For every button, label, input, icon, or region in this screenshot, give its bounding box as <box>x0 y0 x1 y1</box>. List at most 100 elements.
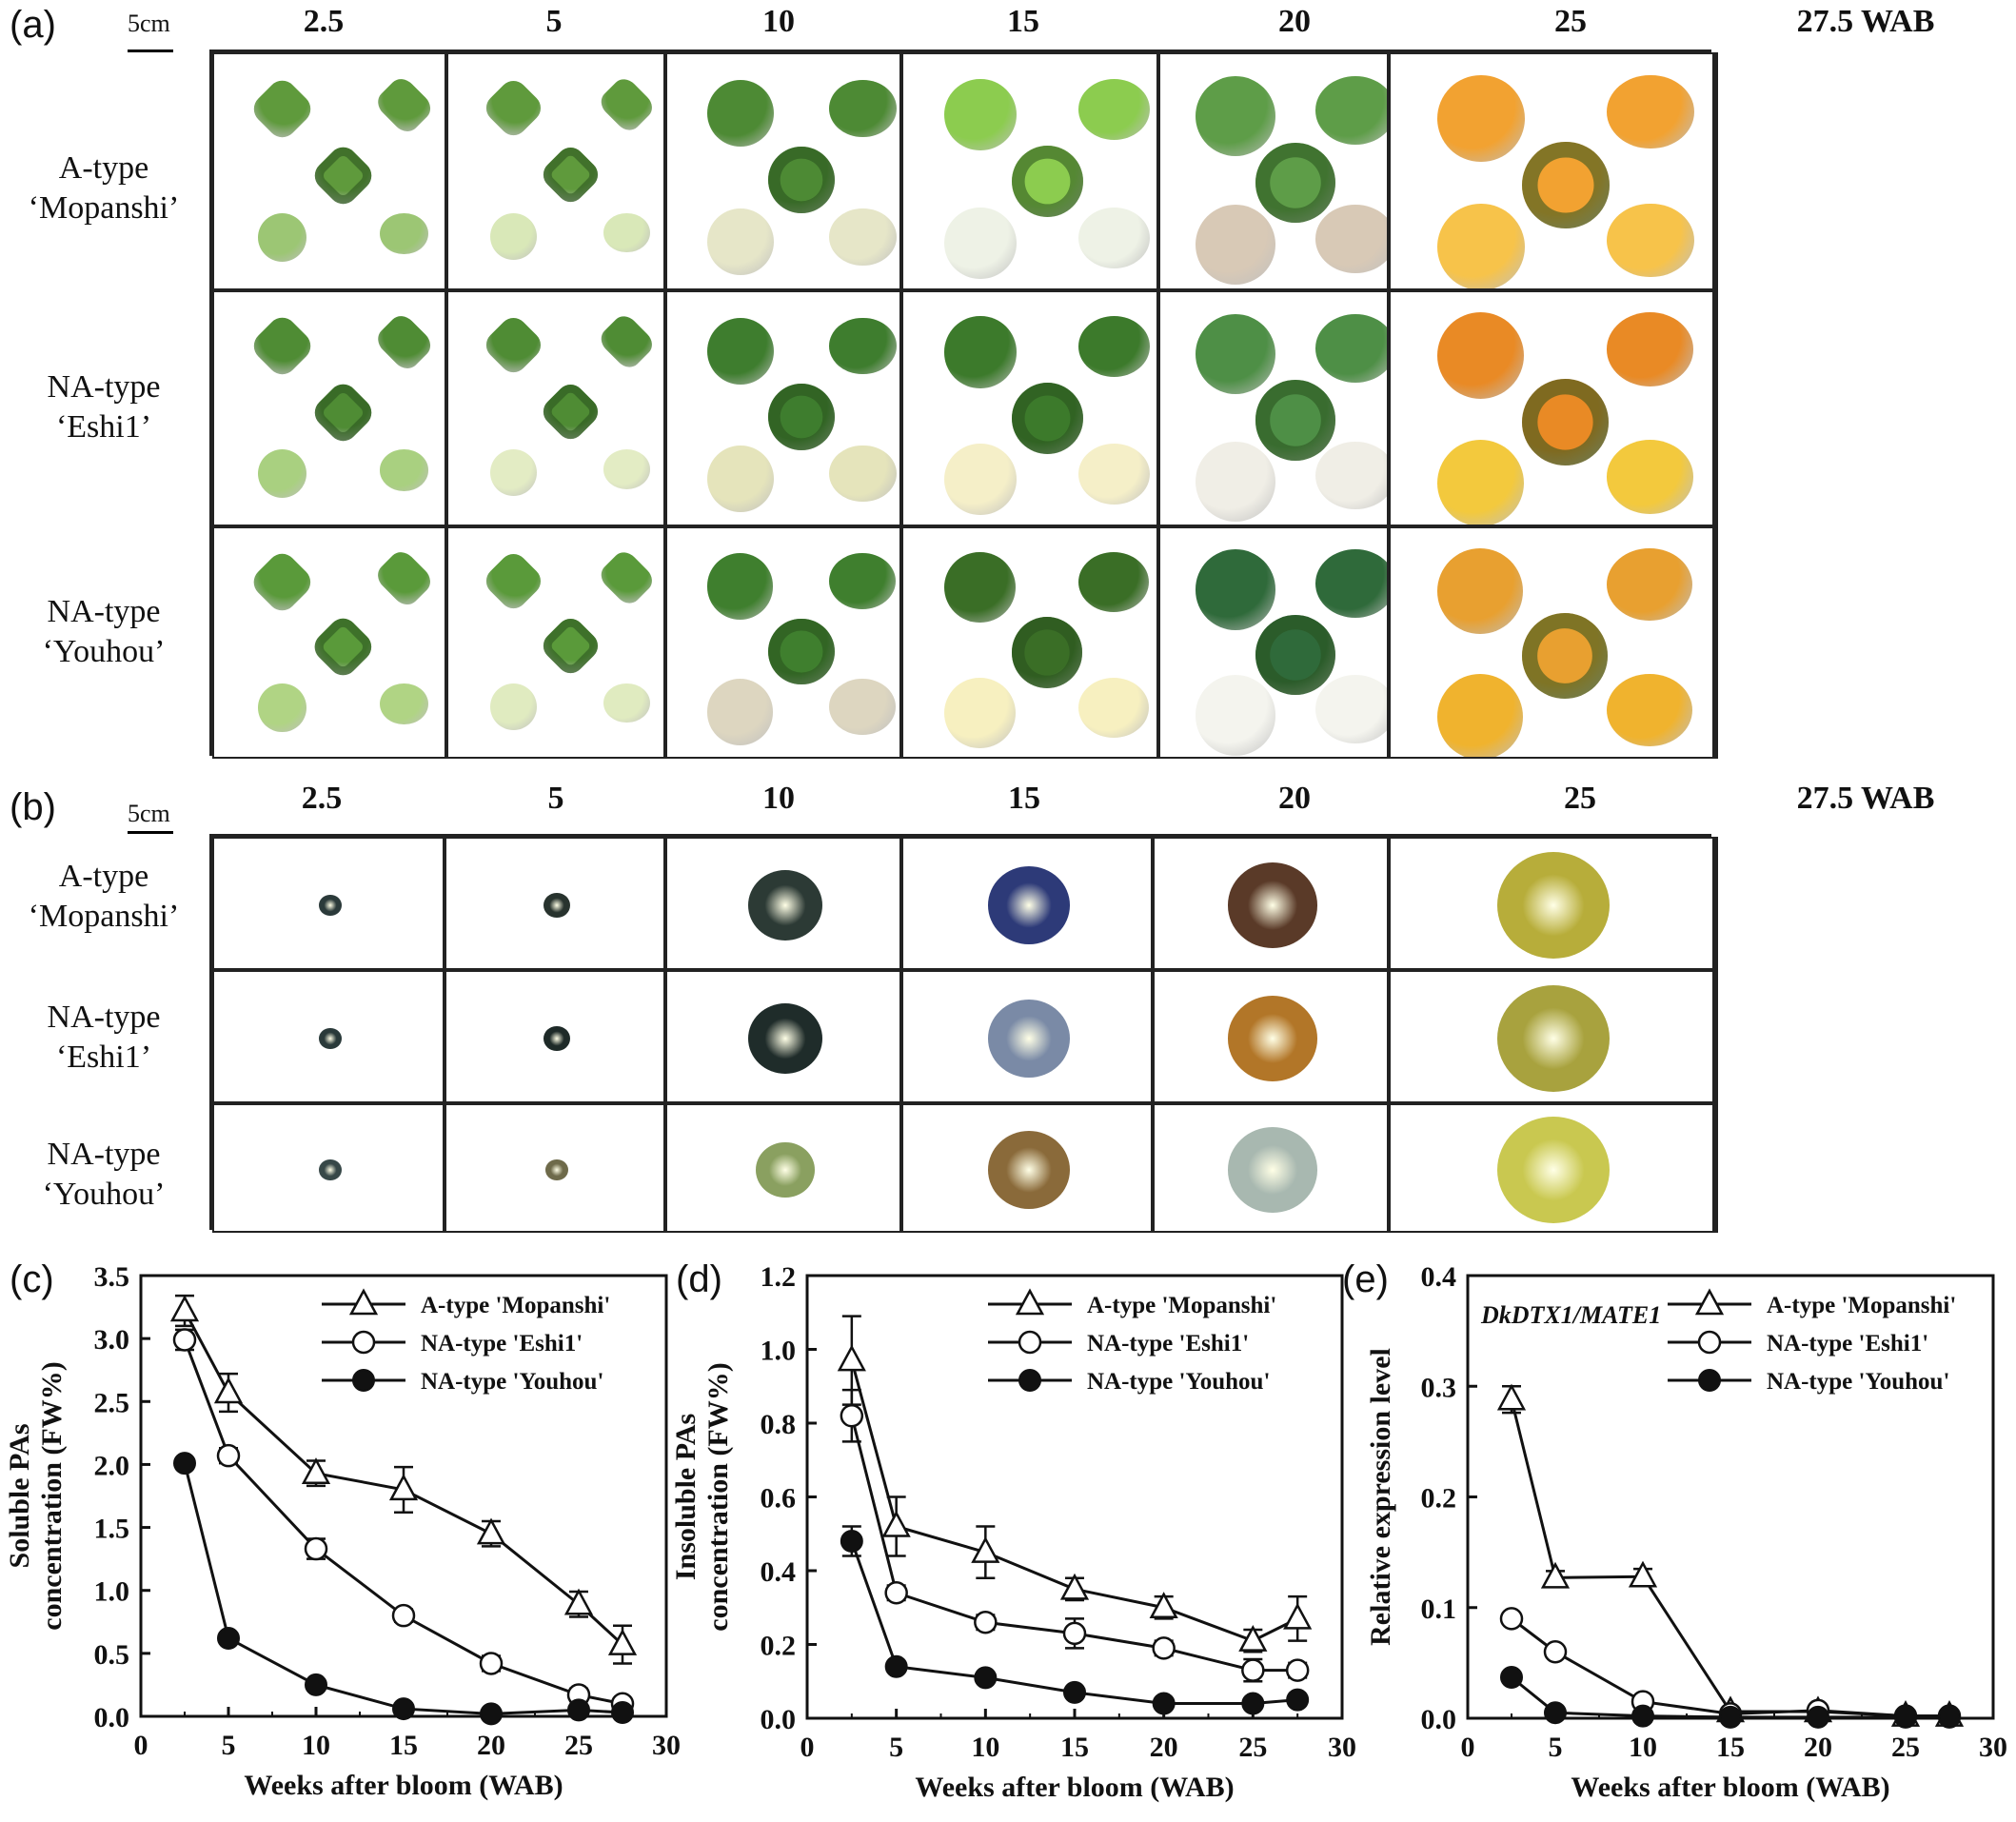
fruit-photo <box>1607 440 1694 514</box>
legend-entry: NA-type 'Eshi1' <box>1767 1331 1928 1357</box>
data-point <box>480 1702 503 1726</box>
row-label-type: NA-type <box>47 1000 161 1035</box>
fruit-photo <box>1195 204 1276 286</box>
row-label-cultivar: ‘Mopanshi’ <box>28 899 180 934</box>
data-point <box>1543 1640 1568 1664</box>
photo-cell <box>901 52 1158 290</box>
fruit-photo <box>829 445 897 503</box>
section-cell <box>212 837 445 970</box>
fruit-section <box>544 1025 570 1052</box>
fruit-photo <box>944 316 1017 388</box>
data-point <box>884 1581 908 1605</box>
fruit-photo <box>1522 141 1610 229</box>
fruit-photo <box>258 683 306 732</box>
fruit-photo <box>1607 203 1694 278</box>
fruit-photo <box>1011 145 1084 218</box>
photo-cell <box>665 52 901 290</box>
fruit-section <box>319 894 342 917</box>
fruit-photo <box>829 79 897 137</box>
section-cell <box>665 1103 901 1233</box>
week-label: 10 <box>762 4 795 39</box>
x-tick-label: 30 <box>1979 1732 2007 1763</box>
fruit-photo <box>1255 142 1336 224</box>
row-label: NA-type ‘Youhou’ <box>4 1135 204 1215</box>
y-tick-label: 0.6 <box>761 1483 797 1515</box>
scale-label-a: 5cm <box>128 10 170 37</box>
fruit-photo <box>489 449 537 497</box>
legend-marker <box>1698 1369 1721 1392</box>
section-cell <box>901 1103 1153 1233</box>
data-point <box>172 1328 197 1352</box>
fruit-photo <box>1314 675 1387 743</box>
week-label: 27.5 WAB <box>1796 4 1935 39</box>
x-axis-label: Weeks after bloom (WAB) <box>244 1770 563 1801</box>
y-tick-label: 0.0 <box>1421 1704 1457 1735</box>
fruit-photo <box>1255 614 1336 696</box>
data-point <box>1149 1592 1178 1618</box>
fruit-photo <box>1195 549 1276 630</box>
photo-grid-a <box>209 50 1718 759</box>
y-axis-label: concentration (FW%) <box>702 1362 734 1631</box>
data-point <box>301 1457 331 1484</box>
fruit-photo <box>944 552 1016 624</box>
photo-cell <box>901 526 1158 759</box>
data-point <box>611 1701 634 1725</box>
scale-label-b: 5cm <box>128 800 170 827</box>
fruit-section <box>748 869 822 941</box>
x-tick-label: 5 <box>222 1730 236 1761</box>
y-axis-label: Insoluble PAs <box>670 1414 702 1580</box>
data-point <box>837 1344 866 1372</box>
x-tick-label: 20 <box>1150 1732 1178 1763</box>
fruit-photo <box>603 212 651 253</box>
photo-cell <box>212 52 446 290</box>
fruit-section <box>544 892 570 919</box>
data-point <box>1238 1625 1268 1652</box>
fruit-photo <box>829 208 897 266</box>
legend-marker <box>352 1369 375 1392</box>
series-line <box>1510 1398 1949 1718</box>
photo-cell <box>665 526 901 759</box>
y-tick-label: 1.0 <box>761 1336 797 1367</box>
row-label-type: A-type <box>58 859 149 894</box>
fruit-photo <box>1437 548 1524 634</box>
fruit-photo <box>1314 313 1387 383</box>
x-tick-label: 20 <box>477 1730 505 1761</box>
fruit-photo <box>1314 204 1387 273</box>
section-cell <box>1153 1103 1389 1233</box>
scale-bar-b <box>128 831 173 834</box>
fruit-photo <box>603 449 651 489</box>
data-point <box>1540 1561 1571 1589</box>
x-tick-label: 30 <box>652 1730 681 1761</box>
legend-marker <box>1018 1369 1041 1392</box>
week-label: 20 <box>1278 781 1311 816</box>
data-point <box>391 1603 416 1628</box>
fruit-section <box>1497 984 1610 1093</box>
data-point <box>881 1510 911 1537</box>
photo-cell <box>446 290 665 526</box>
data-point <box>1496 1383 1527 1411</box>
fruit-photo <box>1522 378 1610 465</box>
fruit-photo <box>258 212 307 262</box>
row-label: A-type ‘Mopanshi’ <box>4 857 204 937</box>
data-point <box>840 1530 863 1553</box>
y-tick-label: 3.5 <box>94 1261 130 1293</box>
fruit-photo <box>1607 74 1694 149</box>
fruit-photo <box>1077 316 1150 378</box>
week-label: 5 <box>545 4 563 39</box>
panel-e-label: (e) <box>1342 1258 1389 1300</box>
fruit-photo <box>489 683 537 730</box>
fruit-section <box>1228 996 1317 1081</box>
x-tick-label: 20 <box>1804 1732 1832 1763</box>
y-tick-label: 1.5 <box>94 1514 130 1545</box>
section-cell <box>665 837 901 970</box>
fruit-section <box>1497 1116 1610 1224</box>
data-point <box>1241 1692 1265 1715</box>
row-label: NA-type ‘Eshi1’ <box>4 367 204 447</box>
fruit-photo <box>1314 441 1387 510</box>
fruit-photo <box>1607 673 1693 747</box>
photo-cell <box>1158 526 1389 759</box>
data-point <box>1544 1701 1567 1725</box>
section-cell <box>445 970 665 1103</box>
fruit-photo <box>1437 74 1526 163</box>
